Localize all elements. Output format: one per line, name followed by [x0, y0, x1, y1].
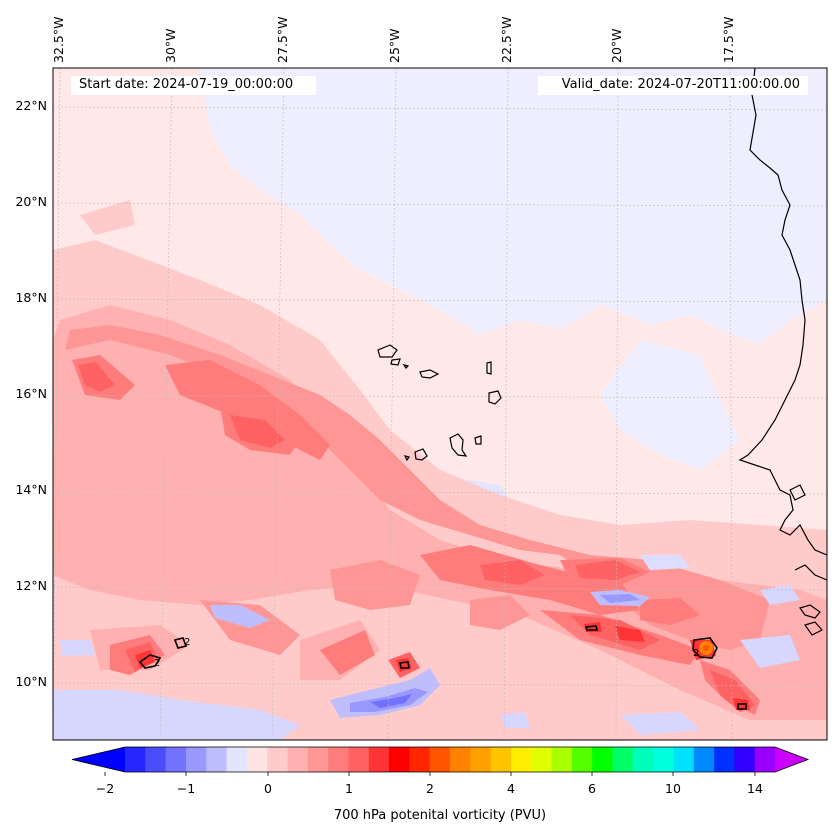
lat-tick-label: 12°N: [15, 578, 47, 593]
colorbar-segment: [612, 747, 634, 772]
lat-tick-label: 14°N: [15, 482, 47, 497]
low-pv-region-north: [200, 68, 827, 345]
lon-tick-label: 27.5°W: [275, 16, 290, 63]
contour-label: 2: [154, 658, 160, 669]
contour-label: 2: [184, 637, 190, 648]
lat-tick-label: 16°N: [15, 386, 47, 401]
colorbar-tick-label: 10: [665, 781, 681, 796]
lat-tick-label: 10°N: [15, 674, 47, 689]
colorbar-segment: [368, 747, 390, 772]
colorbar-segment: [409, 747, 431, 772]
island-maio: [474, 435, 482, 445]
colorbar-segment: [592, 747, 613, 772]
lon-tick-label: 22.5°W: [499, 16, 514, 63]
colorbar-segment: [145, 747, 167, 772]
colorbar-segment: [490, 747, 512, 772]
colorbar-tick-label: −1: [176, 781, 196, 796]
colorbar-tick-label: 0: [264, 781, 272, 796]
colorbar-segment: [632, 747, 654, 772]
colorbar-tick-label: 2: [426, 781, 434, 796]
colorbar-segment: [165, 747, 187, 772]
island-fogo: [414, 448, 428, 461]
colorbar-segment: [734, 747, 756, 772]
island-santa-luzia: [402, 364, 410, 369]
colorbar-segment: [531, 747, 553, 772]
negative-pv-features: [53, 555, 800, 740]
colorbar-segment: [470, 747, 492, 772]
colorbar-tick-label: 4: [507, 781, 515, 796]
lon-tick-label: 32.5°W: [51, 16, 66, 63]
start-date-box: [71, 76, 316, 95]
lon-tick-label: 30°W: [163, 28, 178, 63]
colorbar-tick-label: 14: [747, 781, 763, 796]
colorbar-extend-high: [775, 747, 808, 772]
colorbar-segment: [267, 747, 288, 772]
colorbar-segment: [673, 747, 695, 772]
colorbar-extend-low: [72, 747, 125, 772]
colorbar-segment: [307, 747, 329, 772]
island-santo-antao: [377, 344, 398, 358]
map-plot-area: [53, 68, 827, 740]
low-pv-blob-2: [560, 222, 578, 245]
lon-tick-label: 17.5°W: [721, 16, 736, 63]
colorbar-segment: [450, 747, 471, 772]
lat-tick-label: 18°N: [15, 290, 47, 305]
lon-tick-label: 20°W: [609, 28, 624, 63]
africa-coastline: [738, 68, 827, 556]
colorbar-segment: [246, 747, 268, 772]
map-gridlines: [53, 68, 827, 740]
colorbar-segment: [551, 747, 573, 772]
colorbar-outline: [71, 746, 810, 773]
colorbar: [71, 746, 810, 776]
lon-tick-label: 25°W: [387, 28, 402, 63]
colorbar-segment: [287, 747, 309, 772]
coastlines: [377, 68, 827, 636]
colorbar-segment: [185, 747, 207, 772]
colorbar-tick-label: 1: [345, 781, 353, 796]
colorbar-segment: [510, 747, 532, 772]
colorbar-segment: [693, 747, 715, 772]
lat-tick-label: 22°N: [15, 98, 47, 113]
island-sao-vicente: [390, 358, 401, 366]
colorbar-segment: [653, 747, 674, 772]
colorbar-segment: [571, 747, 593, 772]
lat-tick-label: 20°N: [15, 194, 47, 209]
island-sao-nicolau: [419, 369, 440, 379]
colorbar-segment: [714, 747, 735, 772]
island-brava: [403, 455, 410, 462]
low-pv-region-east: [600, 340, 740, 470]
colorbar-segment: [348, 747, 370, 772]
valid-date-label: Valid_date: 2024-07-20T11:00:00.00: [561, 77, 800, 92]
island-sal: [486, 361, 492, 375]
start-date-label: Start date: 2024-07-19_00:00:00: [79, 77, 294, 92]
colorbar-segment: [754, 747, 776, 772]
colorbar-segment: [429, 747, 451, 772]
contour-label: 2: [693, 648, 699, 659]
colorbar-label: 700 hPa potenital vorticity (PVU): [333, 808, 547, 823]
colorbar-tick-label: 6: [588, 781, 596, 796]
colorbar-tick-label: −2: [95, 781, 115, 796]
colorbar-segment: [328, 747, 349, 772]
low-pv-blob-1: [250, 115, 290, 148]
map-frame: [52, 67, 828, 741]
colorbar-segment: [389, 747, 410, 772]
island-santiago: [449, 433, 468, 457]
valid-date-box: [538, 76, 808, 95]
pv-2-contours: [138, 625, 747, 710]
contour-labels: 2 2 2: [154, 637, 699, 669]
colorbar-segment: [125, 747, 146, 772]
colorbar-segment: [226, 747, 248, 772]
island-boa-vista: [488, 390, 502, 405]
colorbar-segment: [206, 747, 228, 772]
